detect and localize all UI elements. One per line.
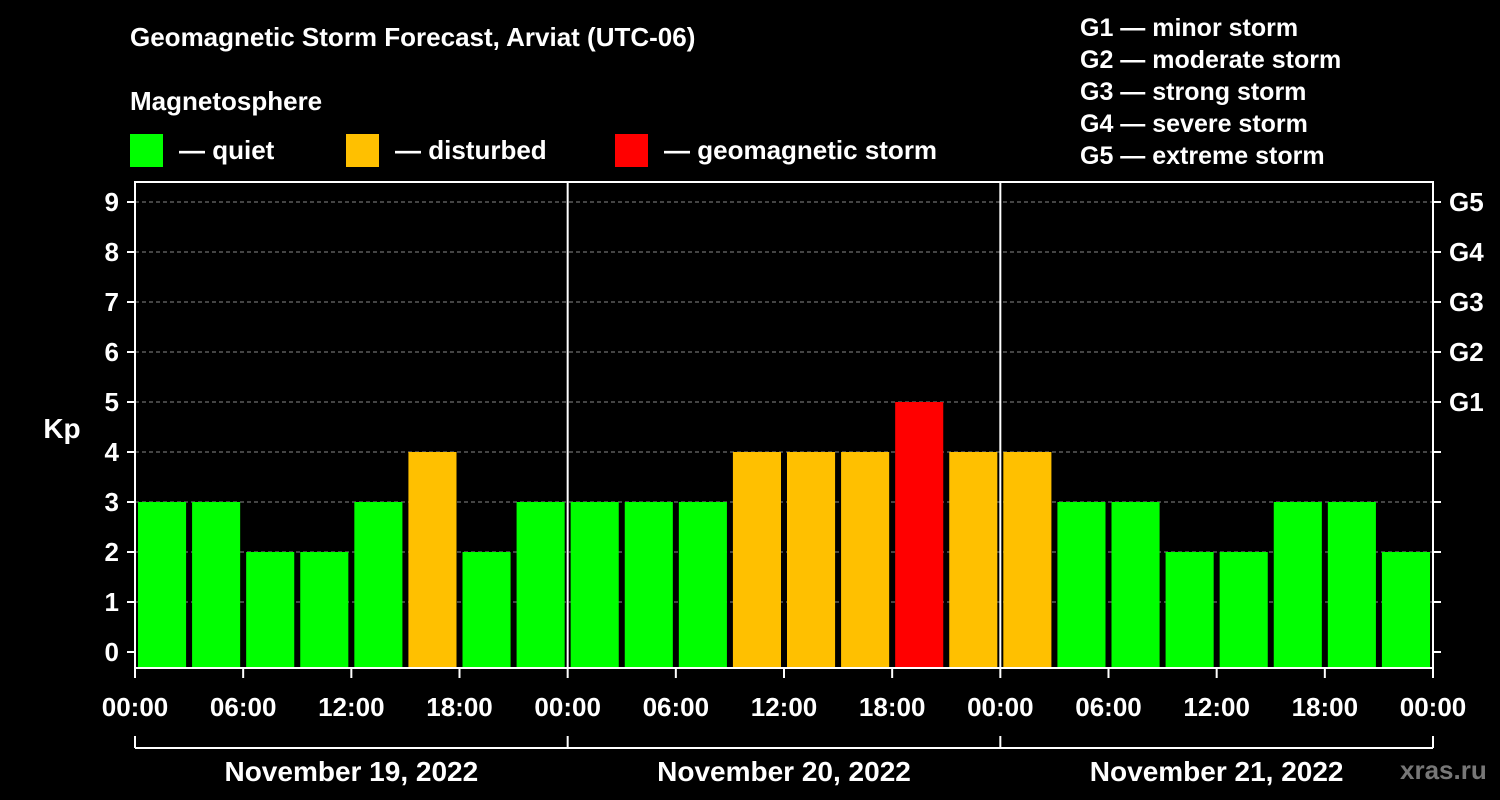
x-tick-label: 06:00 — [643, 692, 710, 722]
x-tick-label: 12:00 — [318, 692, 385, 722]
kp-bar — [1165, 552, 1214, 668]
storm-scale-g5: G5 — extreme storm — [1080, 142, 1325, 170]
kp-bar — [1381, 552, 1430, 668]
y-axis-label: Kp — [43, 413, 80, 444]
x-tick-label: 18:00 — [1292, 692, 1359, 722]
right-axis-label: G1 — [1449, 387, 1484, 417]
y-tick-label: 6 — [105, 337, 119, 367]
kp-bar — [408, 452, 457, 668]
x-tick-label: 06:00 — [1075, 692, 1142, 722]
legend-quiet-swatch — [130, 133, 163, 167]
kp-bar — [246, 552, 295, 668]
kp-bar — [300, 552, 349, 668]
kp-bar — [1327, 502, 1376, 668]
y-tick-label: 4 — [105, 437, 120, 467]
storm-scale-g3: G3 — strong storm — [1080, 78, 1307, 106]
storm-scale-g4: G4 — severe storm — [1080, 110, 1308, 138]
x-tick-label: 12:00 — [751, 692, 818, 722]
y-tick-label: 5 — [105, 387, 119, 417]
kp-bar — [1219, 552, 1268, 668]
kp-bar — [1273, 502, 1322, 668]
x-tick-label: 00:00 — [967, 692, 1034, 722]
chart-title: Geomagnetic Storm Forecast, Arviat (UTC-… — [130, 22, 696, 52]
kp-bar — [570, 502, 619, 668]
storm-scale-g1: G1 — minor storm — [1080, 14, 1299, 42]
y-tick-label: 1 — [105, 587, 119, 617]
kp-bar — [138, 502, 187, 668]
kp-bar — [732, 452, 781, 668]
y-tick-label: 3 — [105, 487, 119, 517]
watermark: xras.ru — [1400, 755, 1487, 785]
kp-bar — [787, 452, 836, 668]
legend-storm: — geomagnetic storm — [615, 133, 937, 167]
legend-disturbed-label: — disturbed — [395, 134, 547, 165]
magnetosphere-heading: Magnetosphere — [130, 86, 323, 116]
right-axis-label: G5 — [1449, 187, 1484, 217]
legend-storm-swatch — [615, 133, 648, 167]
legend-disturbed: — disturbed — [346, 133, 547, 167]
x-tick-label: 00:00 — [1400, 692, 1467, 722]
y-tick-label: 0 — [105, 637, 119, 667]
kp-bar — [949, 452, 998, 668]
day-label: November 21, 2022 — [1090, 756, 1344, 787]
legend-storm-label: — geomagnetic storm — [664, 134, 938, 165]
kp-bar — [1003, 452, 1052, 668]
legend-quiet-label: — quiet — [179, 134, 275, 165]
y-tick-label: 7 — [105, 287, 119, 317]
kp-bar — [1057, 502, 1106, 668]
x-tick-label: 18:00 — [859, 692, 926, 722]
kp-bar — [841, 452, 890, 668]
x-tick-label: 00:00 — [102, 692, 169, 722]
x-tick-label: 06:00 — [210, 692, 277, 722]
kp-bar — [1111, 502, 1160, 668]
right-axis-label: G2 — [1449, 337, 1484, 367]
x-tick-label: 00:00 — [534, 692, 601, 722]
kp-bar — [354, 502, 403, 668]
kp-bar — [624, 502, 673, 668]
x-tick-label: 18:00 — [426, 692, 493, 722]
kp-bar — [678, 502, 727, 668]
storm-scale-g2: G2 — moderate storm — [1080, 46, 1342, 74]
legend-disturbed-swatch — [346, 133, 379, 167]
kp-bar — [462, 552, 511, 668]
x-tick-label: 12:00 — [1183, 692, 1250, 722]
y-tick-label: 8 — [105, 237, 119, 267]
right-axis-label: G4 — [1449, 237, 1484, 267]
right-axis-label: G3 — [1449, 287, 1484, 317]
kp-bar — [192, 502, 241, 668]
legend-quiet: — quiet — [130, 133, 274, 167]
day-label: November 20, 2022 — [657, 756, 911, 787]
day-label: November 19, 2022 — [224, 756, 478, 787]
kp-bar — [895, 402, 944, 668]
y-tick-label: 2 — [105, 537, 119, 567]
y-tick-label: 9 — [105, 187, 119, 217]
kp-bar — [516, 502, 565, 668]
